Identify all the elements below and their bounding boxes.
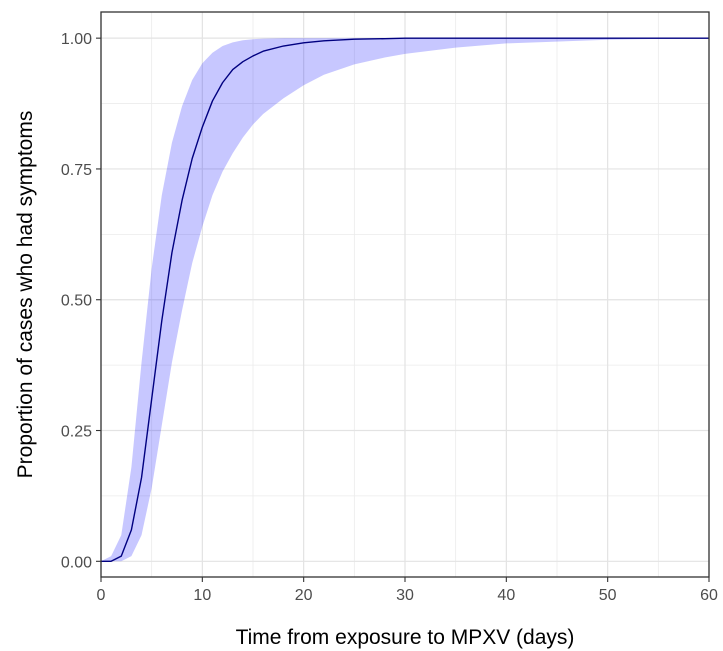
x-tick-label: 10 bbox=[193, 587, 211, 604]
y-tick-label: 1.00 bbox=[61, 31, 92, 48]
x-tick-label: 30 bbox=[396, 587, 414, 604]
y-tick-label: 0.50 bbox=[61, 293, 92, 310]
cumulative-proportion-line bbox=[101, 37, 709, 563]
y-axis-ticks: 0.00 0.25 0.50 0.75 1.00 bbox=[61, 31, 101, 571]
x-axis-ticks: 0 10 20 30 40 50 60 bbox=[97, 577, 718, 604]
y-tick-label: 0.25 bbox=[61, 424, 92, 441]
cumulative-line-layer bbox=[101, 37, 709, 563]
x-tick-label: 50 bbox=[599, 587, 617, 604]
y-tick-label: 0.00 bbox=[61, 554, 92, 571]
y-tick-label: 0.75 bbox=[61, 162, 92, 179]
y-axis-title: Proportion of cases who had symptoms bbox=[14, 111, 37, 479]
x-tick-label: 40 bbox=[497, 587, 515, 604]
x-tick-label: 60 bbox=[700, 587, 718, 604]
x-tick-label: 0 bbox=[97, 587, 106, 604]
x-axis-title: Time from exposure to MPXV (days) bbox=[236, 626, 575, 649]
x-tick-label: 20 bbox=[295, 587, 313, 604]
